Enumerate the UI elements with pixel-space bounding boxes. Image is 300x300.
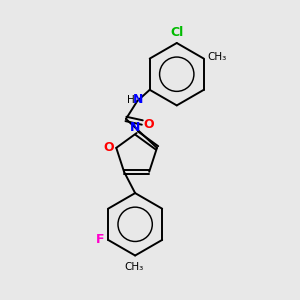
Text: O: O	[103, 141, 114, 154]
Text: N: N	[133, 93, 144, 106]
Text: N: N	[130, 121, 140, 134]
Text: Cl: Cl	[170, 26, 183, 38]
Text: CH₃: CH₃	[207, 52, 226, 62]
Text: F: F	[95, 233, 104, 246]
Text: H: H	[127, 95, 135, 105]
Text: O: O	[143, 118, 154, 131]
Text: CH₃: CH₃	[124, 262, 143, 272]
